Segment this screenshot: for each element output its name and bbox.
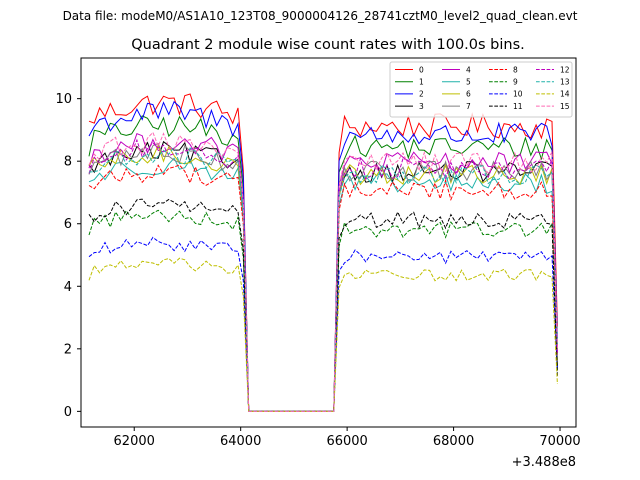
legend-label-2: 2 <box>419 90 424 99</box>
y-tick-label: 0 <box>64 405 72 420</box>
series-line-1 <box>88 115 558 412</box>
x-axis-ticks: 62000 64000 66000 68000 70000 <box>114 427 581 449</box>
x-tick-label: 64000 <box>220 434 261 449</box>
legend-label-14: 14 <box>560 90 570 99</box>
x-tick-label: 66000 <box>326 434 367 449</box>
legend-label-1: 1 <box>419 78 424 87</box>
legend-label-8: 8 <box>513 65 518 74</box>
legend-label-0: 0 <box>419 65 424 74</box>
legend-label-11: 11 <box>513 102 523 111</box>
series-line-15 <box>88 131 558 412</box>
chart-title: Quadrant 2 module wise count rates with … <box>131 37 525 53</box>
y-tick-label: 4 <box>64 280 72 295</box>
x-axis-offset-label: +3.488e8 <box>512 455 576 470</box>
legend-label-15: 15 <box>560 102 570 111</box>
series-line-11 <box>88 198 558 412</box>
legend-label-5: 5 <box>466 78 471 87</box>
x-tick-label: 70000 <box>539 434 580 449</box>
plot-lines <box>88 93 558 412</box>
y-tick-label: 2 <box>64 342 72 357</box>
legend-label-7: 7 <box>466 102 471 111</box>
series-line-0 <box>88 93 558 412</box>
series-line-14 <box>88 257 558 412</box>
series-line-2 <box>88 100 558 412</box>
axes-frame <box>80 57 577 428</box>
y-tick-label: 6 <box>64 217 72 232</box>
series-line-9 <box>88 209 558 412</box>
legend-label-12: 12 <box>560 65 570 74</box>
legend-label-6: 6 <box>466 90 471 99</box>
legend-label-10: 10 <box>513 90 523 99</box>
series-line-13 <box>88 145 558 412</box>
figure-suptitle: Data file: modeM0/AS1A10_123T08_90000041… <box>63 9 578 23</box>
legend-label-4: 4 <box>466 65 471 74</box>
series-line-8 <box>88 164 558 412</box>
legend-label-3: 3 <box>419 102 424 111</box>
legend-box <box>389 61 573 118</box>
x-tick-label: 68000 <box>433 434 474 449</box>
y-tick-label: 8 <box>64 155 72 170</box>
legend-label-13: 13 <box>560 78 570 87</box>
x-tick-label: 62000 <box>114 434 155 449</box>
y-axis-ticks: 0 2 4 6 8 10 <box>55 92 81 420</box>
series-line-6 <box>88 143 558 412</box>
legend-label-9: 9 <box>513 78 518 87</box>
series-line-7 <box>88 142 558 412</box>
y-tick-label: 10 <box>55 92 72 107</box>
